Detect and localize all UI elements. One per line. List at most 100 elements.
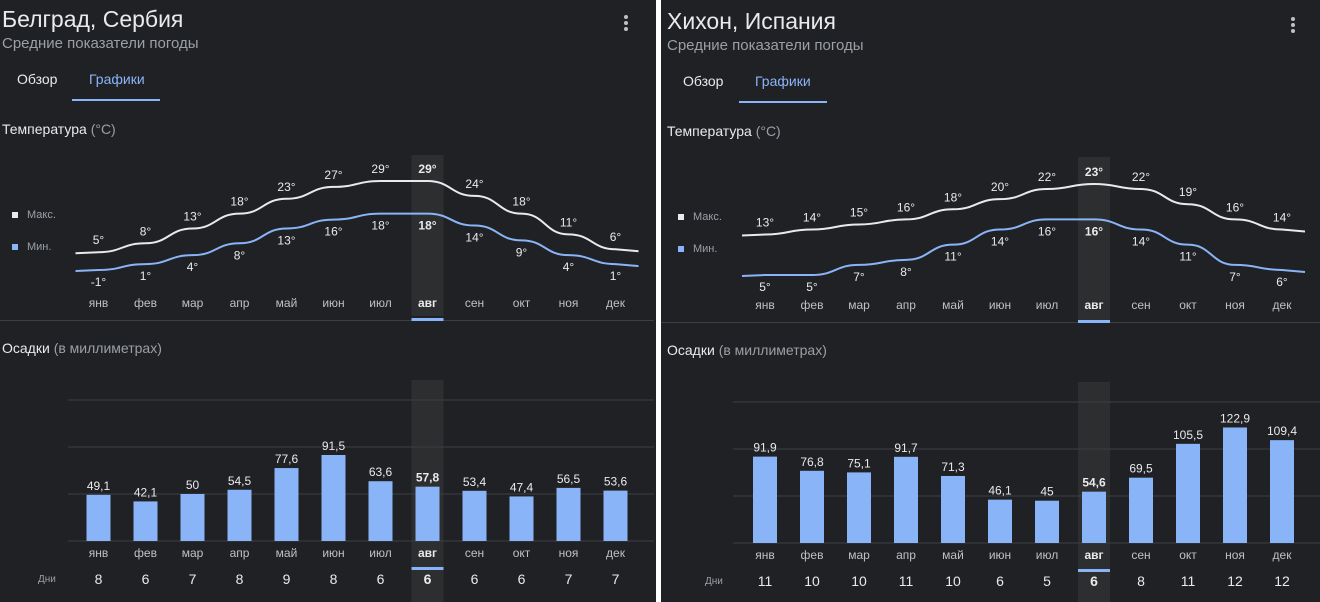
legend-min-swatch bbox=[678, 246, 684, 252]
precipitation-bar bbox=[603, 490, 628, 541]
legend-min-label: Мин. bbox=[27, 241, 51, 253]
precipitation-days-value: 11 bbox=[1181, 573, 1196, 589]
month-label: фев bbox=[801, 548, 824, 562]
precipitation-value-label: 53,4 bbox=[463, 475, 487, 489]
temperature-label: Температура bbox=[667, 123, 752, 139]
month-label: фев bbox=[134, 546, 157, 560]
precipitation-value-label: 54,6 bbox=[1082, 476, 1106, 490]
precipitation-bar bbox=[988, 499, 1012, 543]
month-label: окт bbox=[1179, 548, 1197, 562]
month-label: июл bbox=[369, 546, 391, 560]
panel-divider bbox=[656, 0, 661, 602]
month-label: сен bbox=[1131, 548, 1150, 562]
month-label: мар bbox=[848, 548, 870, 562]
max-temp-label: 23° bbox=[1085, 165, 1103, 179]
min-temp-label: 18° bbox=[418, 219, 436, 233]
min-temp-label: 6° bbox=[1276, 275, 1288, 289]
precipitation-days-value: 8 bbox=[236, 571, 244, 587]
precipitation-bar bbox=[753, 456, 777, 543]
precipitation-bar bbox=[86, 494, 111, 541]
month-label: фев bbox=[801, 298, 824, 312]
month-label: янв bbox=[89, 296, 109, 310]
month-label: дек bbox=[1273, 548, 1293, 562]
location-subtitle: Средние показатели погоды bbox=[2, 35, 199, 52]
precipitation-value-label: 45 bbox=[1040, 485, 1054, 499]
precipitation-bar bbox=[133, 501, 158, 541]
precipitation-days-value: 6 bbox=[424, 571, 432, 587]
temperature-label: Температура bbox=[2, 121, 87, 137]
min-temp-label: 18° bbox=[371, 219, 389, 233]
precipitation-section-title: Осадки (в миллиметрах) bbox=[667, 342, 827, 358]
precipitation-label: Осадки bbox=[667, 342, 715, 358]
precipitation-days-value: 7 bbox=[565, 571, 573, 587]
tab-charts[interactable]: Графики bbox=[89, 71, 145, 87]
max-temp-line bbox=[75, 179, 639, 255]
max-temp-label: 22° bbox=[1132, 170, 1150, 184]
min-temp-label: 16° bbox=[1085, 224, 1103, 238]
max-temp-label: 22° bbox=[1038, 170, 1056, 184]
precipitation-bar bbox=[368, 481, 393, 541]
tab-overview[interactable]: Обзор bbox=[17, 71, 58, 87]
month-label: май bbox=[942, 298, 964, 312]
precipitation-days-value: 5 bbox=[1043, 573, 1051, 589]
precipitation-value-label: 50 bbox=[186, 478, 200, 492]
tab-charts[interactable]: Графики bbox=[755, 73, 811, 89]
month-label: апр bbox=[230, 296, 250, 310]
precipitation-days-value: 6 bbox=[996, 573, 1004, 589]
min-temp-label: 11° bbox=[944, 250, 961, 264]
month-label: сен bbox=[465, 546, 484, 560]
max-temp-label: 18° bbox=[512, 195, 530, 209]
legend-min-label: Мин. bbox=[693, 243, 717, 255]
month-label: мар bbox=[182, 296, 204, 310]
precipitation-bar bbox=[1082, 491, 1106, 543]
tab-overview[interactable]: Обзор bbox=[683, 73, 724, 89]
more-options-icon[interactable] bbox=[617, 13, 635, 35]
month-label: авг bbox=[1084, 548, 1103, 562]
selected-month-highlight bbox=[1078, 157, 1110, 320]
min-temp-label: 14° bbox=[465, 231, 483, 245]
precipitation-value-label: 57,8 bbox=[416, 471, 440, 485]
max-temp-label: 18° bbox=[944, 190, 962, 204]
precipitation-days-value: 10 bbox=[945, 573, 961, 589]
month-label: апр bbox=[896, 298, 916, 312]
min-temp-label: 8° bbox=[900, 265, 912, 279]
min-temp-label: 1° bbox=[610, 269, 622, 283]
more-options-icon[interactable] bbox=[1284, 15, 1302, 37]
min-temp-label: 8° bbox=[234, 248, 246, 262]
month-label: дек bbox=[606, 546, 626, 560]
min-temp-label: 11° bbox=[1179, 250, 1196, 264]
precipitation-label: Осадки bbox=[2, 340, 50, 356]
month-label: май bbox=[276, 546, 298, 560]
precipitation-bar bbox=[556, 487, 581, 541]
active-tab-indicator bbox=[739, 101, 827, 103]
month-label: сен bbox=[1131, 298, 1150, 312]
month-label: фев bbox=[134, 296, 157, 310]
month-label: авг bbox=[418, 546, 437, 560]
min-temp-label: 16° bbox=[1038, 224, 1056, 238]
precipitation-bar bbox=[800, 470, 824, 543]
precipitation-value-label: 49,1 bbox=[87, 479, 111, 493]
precipitation-days-value: 12 bbox=[1274, 573, 1290, 589]
precipitation-bar bbox=[1270, 440, 1294, 543]
min-temp-line bbox=[741, 218, 1306, 277]
min-temp-label: 9° bbox=[516, 245, 528, 259]
min-temp-label: 13° bbox=[277, 233, 295, 247]
max-temp-label: 23° bbox=[277, 180, 295, 194]
precipitation-bar bbox=[509, 496, 534, 541]
min-temp-label: 5° bbox=[759, 280, 771, 294]
precipitation-days-value: 6 bbox=[377, 571, 385, 587]
max-temp-label: 24° bbox=[465, 177, 483, 191]
month-label: ноя bbox=[1225, 298, 1245, 312]
selected-month-underline bbox=[1078, 320, 1110, 323]
month-label: май bbox=[276, 296, 298, 310]
max-temp-label: 20° bbox=[991, 180, 1009, 194]
temperature-unit: (°C) bbox=[90, 121, 116, 137]
location-subtitle: Средние показатели погоды bbox=[667, 37, 864, 54]
active-tab-indicator bbox=[72, 99, 160, 101]
max-temp-line bbox=[741, 182, 1306, 237]
precipitation-bar bbox=[321, 454, 346, 541]
precipitation-value-label: 109,4 bbox=[1267, 424, 1297, 438]
max-temp-label: 14° bbox=[1273, 211, 1291, 225]
precipitation-value-label: 122,9 bbox=[1220, 411, 1250, 425]
min-temp-label: 4° bbox=[187, 260, 199, 274]
